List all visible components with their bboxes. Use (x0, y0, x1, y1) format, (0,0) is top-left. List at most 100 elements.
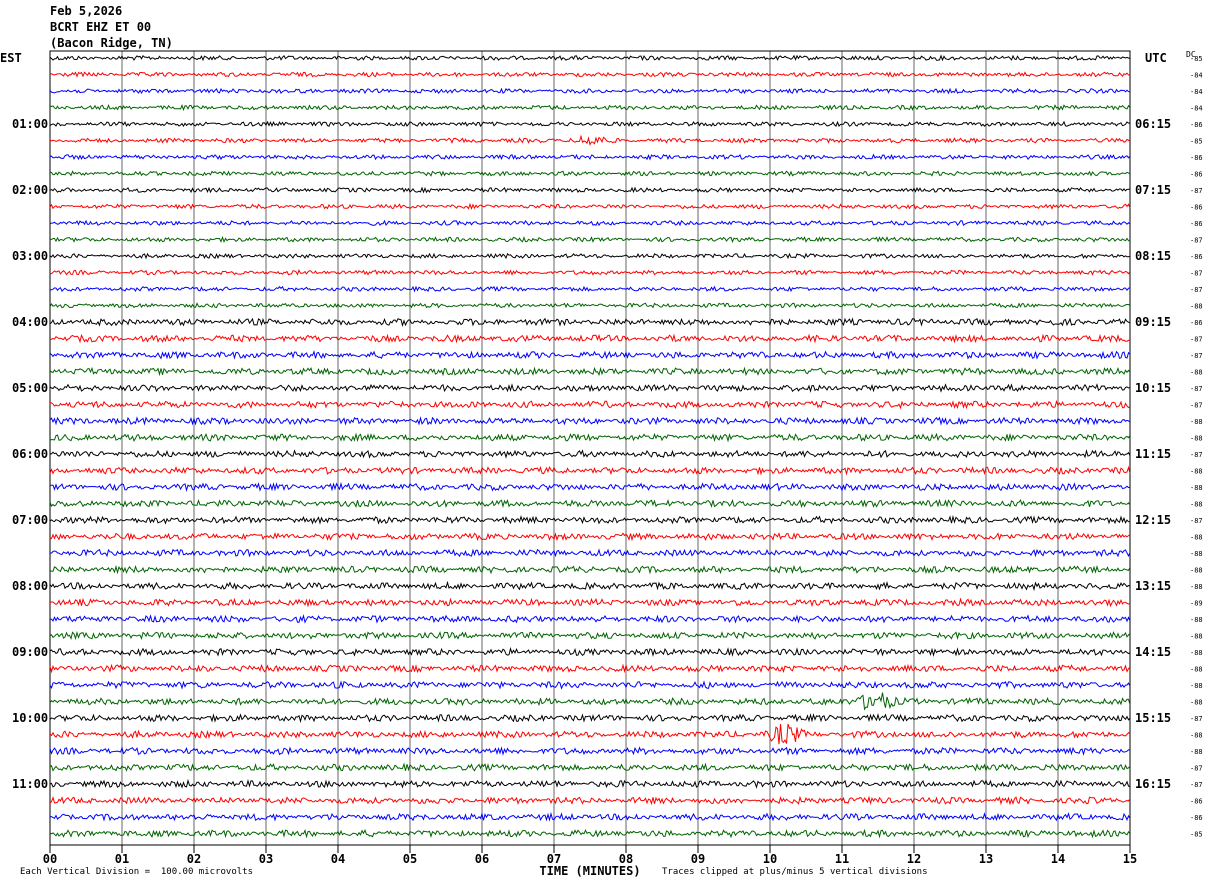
dc-offset-label: -86 (1190, 319, 1203, 327)
x-tick-label: 12 (907, 852, 921, 866)
dc-offset-label: -88 (1190, 616, 1203, 624)
dc-offset-label: -88 (1190, 534, 1203, 542)
utc-time-label: 14:15 (1135, 645, 1171, 659)
x-tick-label: 07 (547, 852, 561, 866)
dc-offset-label: -87 (1190, 715, 1203, 723)
x-tick-label: 11 (835, 852, 849, 866)
dc-offset-label: -87 (1190, 451, 1203, 459)
dc-offset-label: -86 (1190, 171, 1203, 179)
seismic-trace (49, 71, 1131, 78)
seismic-trace (49, 153, 1131, 161)
est-time-label: 07:00 (12, 513, 48, 527)
x-tick-label: 09 (691, 852, 705, 866)
seismic-trace (49, 465, 1131, 476)
est-time-label: 04:00 (12, 315, 48, 329)
dc-offset-label: -84 (1190, 105, 1203, 113)
seismic-trace (49, 663, 1131, 674)
est-time-label: 08:00 (12, 579, 48, 593)
x-tick-label: 00 (43, 852, 57, 866)
seismic-trace (49, 87, 1131, 95)
dc-offset-label: -87 (1190, 781, 1203, 789)
dc-offset-label: -87 (1190, 385, 1203, 393)
utc-time-label: 12:15 (1135, 513, 1171, 527)
dc-offset-label: -88 (1190, 550, 1203, 558)
dc-offset-label: -86 (1190, 814, 1203, 822)
utc-time-label: 08:15 (1135, 249, 1171, 263)
dc-offset-label: -88 (1190, 435, 1203, 443)
seismic-trace (49, 828, 1131, 839)
clip-note: Traces clipped at plus/minus 5 vertical … (662, 867, 928, 877)
dc-offset-label: -88 (1190, 303, 1203, 311)
dc-offset-label: -87 (1190, 765, 1203, 773)
seismic-trace (49, 481, 1131, 492)
dc-offset-label: -84 (1190, 72, 1203, 80)
dc-offset-label: -88 (1190, 682, 1203, 690)
x-tick-label: 04 (331, 852, 345, 866)
dc-offset-label: -86 (1190, 220, 1203, 228)
seismic-trace (49, 580, 1131, 592)
est-time-label: 01:00 (12, 117, 48, 131)
x-tick-label: 01 (115, 852, 129, 866)
dc-offset-label: -85 (1190, 138, 1203, 146)
utc-time-label: 09:15 (1135, 315, 1171, 329)
x-tick-label: 02 (187, 852, 201, 866)
division-note: Each Vertical Division = 100.00 microvol… (20, 867, 253, 877)
x-tick-label: 05 (403, 852, 417, 866)
seismic-trace (49, 514, 1131, 525)
dc-offset-label: -88 (1190, 468, 1203, 476)
dc-offset-label: -88 (1190, 567, 1203, 575)
seismic-trace (49, 630, 1131, 641)
seismic-trace (49, 762, 1131, 773)
dc-offset-label: -87 (1190, 336, 1203, 344)
seismic-trace (49, 778, 1131, 789)
seismic-trace (49, 597, 1131, 608)
dc-offset-label: -86 (1190, 253, 1203, 261)
dc-offset-label: -88 (1190, 583, 1203, 591)
x-tick-label: 14 (1051, 852, 1065, 866)
seismic-trace (49, 746, 1131, 757)
dc-offset-label: -86 (1190, 204, 1203, 212)
x-tick-label: 10 (763, 852, 777, 866)
seismic-trace (49, 366, 1131, 377)
est-time-label: 11:00 (12, 777, 48, 791)
seismic-trace (49, 712, 1131, 724)
utc-time-label: 15:15 (1135, 711, 1171, 725)
dc-offset-label: -88 (1190, 699, 1203, 707)
est-time-label: 06:00 (12, 447, 48, 461)
est-time-label: 10:00 (12, 711, 48, 725)
seismic-trace (49, 680, 1131, 690)
seismic-trace (49, 170, 1131, 177)
seismic-trace (49, 120, 1131, 128)
dc-offset-label: -88 (1190, 666, 1203, 674)
est-time-label: 09:00 (12, 645, 48, 659)
seismic-trace (49, 383, 1131, 393)
seismic-trace (49, 723, 1131, 745)
seismic-trace (49, 416, 1131, 426)
dc-offset-label: -86 (1190, 798, 1203, 806)
dc-offset-label: -88 (1190, 484, 1203, 492)
seismic-trace (49, 448, 1131, 459)
dc-offset-label: -85 (1190, 55, 1203, 63)
dc-offset-label: -88 (1190, 732, 1203, 740)
x-tick-label: 03 (259, 852, 273, 866)
seismic-trace (49, 432, 1131, 443)
seismic-trace (49, 564, 1131, 575)
utc-time-label: 10:15 (1135, 381, 1171, 395)
location-label: (Bacon Ridge, TN) (50, 36, 173, 50)
est-time-label: 03:00 (12, 249, 48, 263)
seismic-trace (49, 302, 1131, 309)
x-tick-label: 08 (619, 852, 633, 866)
dc-offset-label: -87 (1190, 270, 1203, 278)
utc-time-label: 11:15 (1135, 447, 1171, 461)
seismic-trace (49, 531, 1131, 542)
seismic-trace (49, 103, 1131, 112)
seismic-trace (49, 614, 1131, 624)
dc-offset-label: -87 (1190, 402, 1203, 410)
seismic-trace (49, 252, 1131, 260)
seismic-trace (49, 134, 1131, 146)
utc-time-label: 07:15 (1135, 183, 1171, 197)
seismic-trace (49, 692, 1131, 711)
utc-label: UTC (1145, 51, 1167, 65)
seismic-trace (49, 795, 1131, 806)
est-time-label: 05:00 (12, 381, 48, 395)
